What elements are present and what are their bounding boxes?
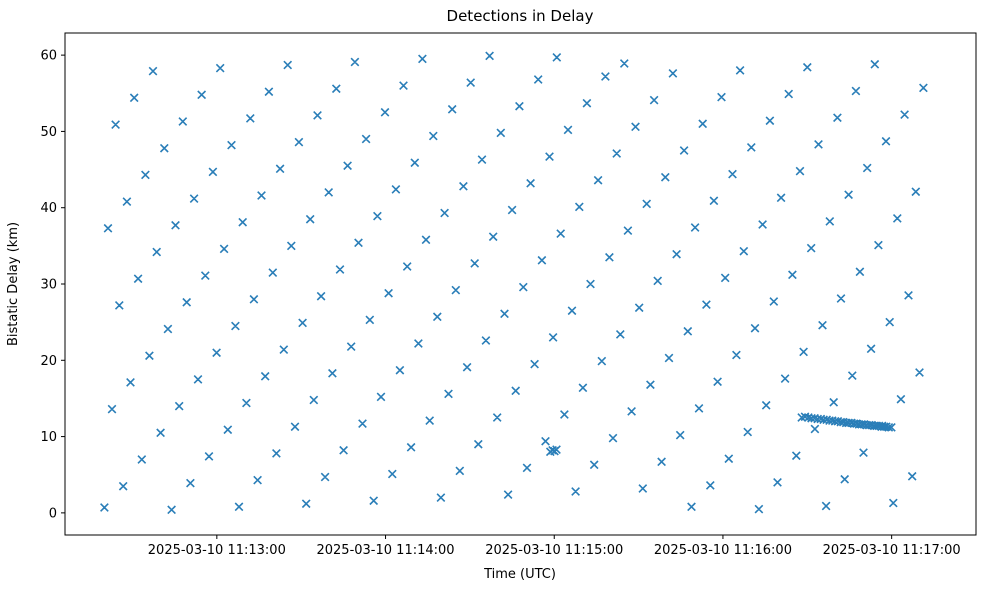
y-tick-label: 30 (40, 278, 57, 293)
y-tick-label: 10 (40, 430, 57, 445)
scatter-marker-path (100, 51, 928, 515)
y-tick-label: 0 (49, 506, 57, 521)
y-ticks: 0 10 20 30 40 50 60 (40, 49, 65, 521)
x-tick-label: 2025-03-10 11:15:00 (485, 543, 623, 558)
x-ticks: 2025-03-10 11:13:00 2025-03-10 11:14:00 20… (148, 535, 961, 558)
y-tick-label: 60 (40, 49, 57, 64)
x-tick-label: 2025-03-10 11:14:00 (316, 543, 454, 558)
x-tick-label: 2025-03-10 11:16:00 (654, 543, 792, 558)
x-tick-label: 2025-03-10 11:17:00 (823, 543, 961, 558)
x-tick-label: 2025-03-10 11:13:00 (148, 543, 286, 558)
chart-title: Detections in Delay (447, 7, 594, 25)
y-axis-label: Bistatic Delay (km) (6, 222, 21, 346)
y-tick-label: 20 (40, 354, 57, 369)
y-tick-label: 40 (40, 201, 57, 216)
x-axis-label: Time (UTC) (483, 567, 556, 582)
data-points (100, 51, 928, 515)
y-tick-label: 50 (40, 125, 57, 140)
